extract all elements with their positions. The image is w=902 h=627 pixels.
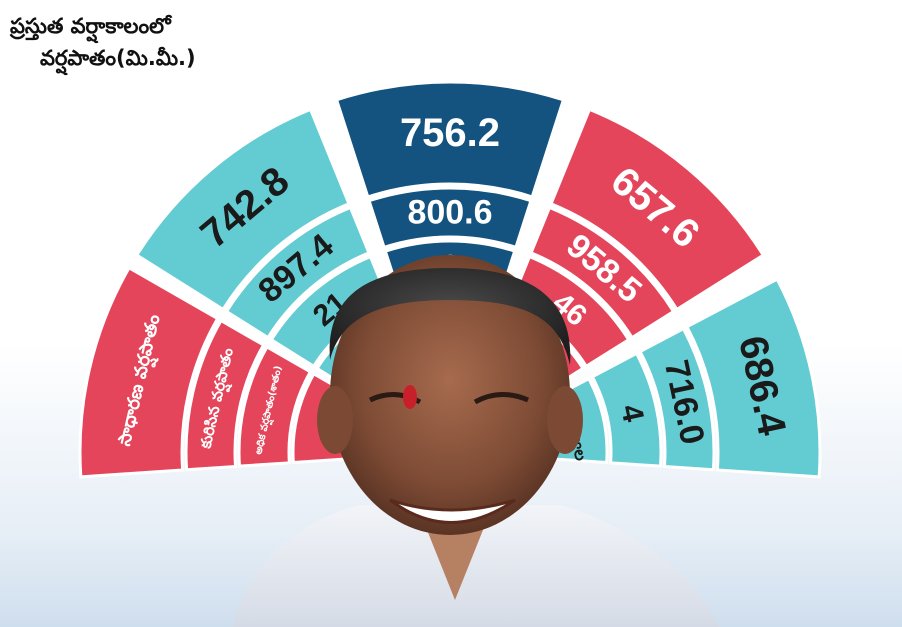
portrait-face [330,255,570,535]
district-4-normal-cell [684,277,822,479]
portrait-left-ear [317,386,353,454]
district-4-excess-label: 4 [614,402,650,425]
portrait-illustration [232,255,720,627]
district-2-received-label: 800.6 [407,194,492,232]
portrait-smile [389,498,516,524]
district-4-received-cell [638,326,716,472]
legend-2-cell [184,318,266,472]
legend-3-cell [237,344,313,468]
district-1-normal-cell [134,107,351,312]
portrait-right-ear [547,386,583,454]
portrait-tilak [403,385,417,409]
district-3-normal-cell [549,107,766,312]
district-3-received-cell [529,205,676,340]
district-1-received-cell [224,205,371,340]
legend-1-cell [78,265,220,479]
district-4-excess-cell [590,351,663,468]
district-2-normal-cell [334,80,566,199]
district-2-normal-label: 756.2 [400,111,500,155]
portrait-hair [329,268,571,365]
portrait-right-eye [473,392,529,405]
chart-title-line-1: ప్రస్తుత వర్షాకాలంలో [10,14,171,38]
chart-title-line-2: వర్షపాతం(మి.మీ.) [40,46,196,70]
portrait-shirt [232,505,720,627]
district-2-received-cell [367,186,533,250]
